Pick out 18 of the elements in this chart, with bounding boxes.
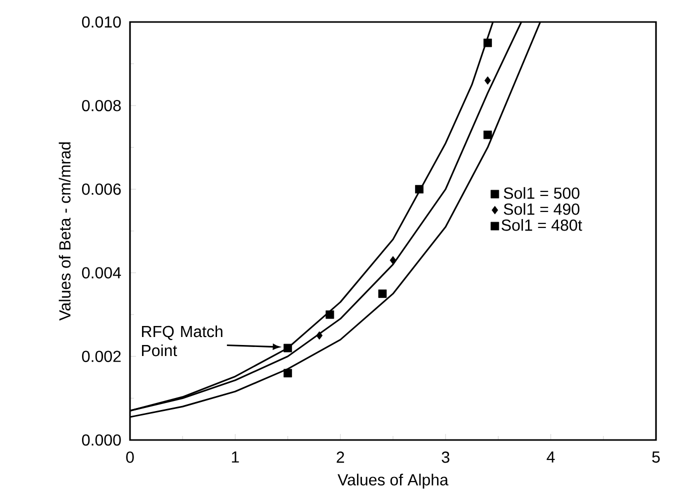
- x-axis-title: Values of Alpha: [338, 474, 448, 489]
- x-tick-label: 4: [546, 452, 555, 463]
- x-tick-label: 2: [336, 452, 344, 463]
- x-tick-label: 1: [232, 452, 239, 463]
- y-tick-label: 0.000: [82, 434, 121, 446]
- legend-label: Sol1 = 500: [504, 187, 580, 199]
- y-tick-label: 0.004: [82, 267, 121, 278]
- annotation: RFQ Match Point: [142, 325, 222, 356]
- x-tick-label: 3: [442, 452, 450, 463]
- y-tick-label: 0.006: [82, 184, 121, 195]
- legend-label: Sol1 = 490: [504, 203, 580, 215]
- legend-label: Sol1 = 480t: [502, 219, 582, 231]
- y-tick-label: 0.002: [82, 350, 121, 362]
- y-tick-label: 0.010: [82, 16, 121, 28]
- x-tick-label: 5: [652, 452, 660, 463]
- x-tick-label: 0: [126, 452, 134, 463]
- y-tick-label: 0.008: [82, 100, 121, 112]
- y-axis-title: Values of Beta - cm/mrad: [58, 142, 71, 321]
